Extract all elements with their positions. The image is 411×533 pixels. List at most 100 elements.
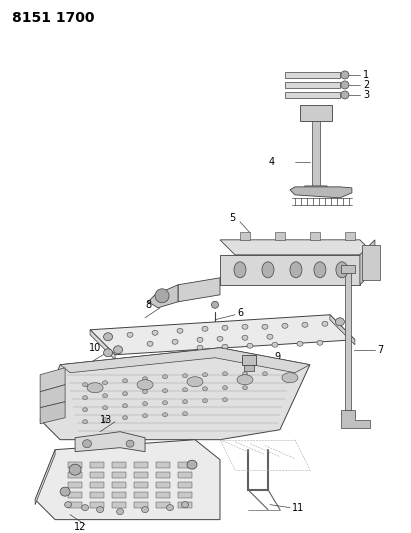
Ellipse shape [336, 262, 348, 278]
Ellipse shape [314, 262, 326, 278]
Polygon shape [35, 440, 220, 520]
Bar [112, 472, 126, 478]
Ellipse shape [187, 377, 203, 387]
Bar [341, 265, 355, 273]
Bar [156, 502, 170, 507]
Bar [134, 491, 148, 498]
Bar [345, 270, 351, 410]
Ellipse shape [143, 377, 148, 381]
Polygon shape [40, 348, 310, 440]
Ellipse shape [83, 395, 88, 400]
Text: 3: 3 [363, 90, 369, 100]
Text: 9: 9 [274, 352, 280, 362]
Bar [90, 462, 104, 467]
Text: 6: 6 [237, 308, 243, 318]
Ellipse shape [212, 301, 219, 308]
Bar [112, 462, 126, 467]
Ellipse shape [222, 372, 227, 376]
Ellipse shape [162, 413, 168, 417]
Text: 4: 4 [269, 157, 275, 167]
Bar [300, 105, 332, 121]
Ellipse shape [247, 343, 253, 348]
Ellipse shape [162, 401, 168, 405]
Ellipse shape [143, 390, 148, 394]
Ellipse shape [222, 398, 227, 402]
Bar [156, 482, 170, 488]
Bar [244, 365, 254, 371]
Polygon shape [290, 187, 352, 198]
Bar [90, 472, 104, 478]
Bar [310, 232, 320, 240]
Ellipse shape [162, 389, 168, 393]
Ellipse shape [203, 387, 208, 391]
Text: 11: 11 [292, 503, 304, 513]
Ellipse shape [267, 334, 273, 340]
Bar [134, 472, 148, 478]
Ellipse shape [122, 403, 127, 408]
Ellipse shape [272, 342, 278, 348]
Ellipse shape [237, 375, 253, 385]
Ellipse shape [302, 322, 308, 327]
Ellipse shape [141, 507, 148, 513]
Ellipse shape [177, 328, 183, 333]
Ellipse shape [104, 349, 113, 357]
Ellipse shape [222, 344, 228, 349]
Ellipse shape [104, 333, 113, 341]
Text: 5: 5 [229, 213, 235, 223]
Polygon shape [40, 402, 65, 424]
Text: 7: 7 [377, 345, 383, 355]
Ellipse shape [137, 379, 153, 390]
Polygon shape [35, 450, 55, 505]
Text: 8: 8 [145, 300, 151, 310]
Bar [134, 462, 148, 467]
Polygon shape [75, 432, 145, 451]
Bar [90, 482, 104, 488]
Polygon shape [302, 186, 330, 190]
Bar [285, 72, 340, 78]
Text: 1: 1 [363, 70, 369, 80]
Ellipse shape [322, 321, 328, 326]
Polygon shape [90, 330, 115, 360]
Ellipse shape [60, 487, 70, 496]
Bar [242, 355, 256, 365]
Bar [178, 482, 192, 488]
Polygon shape [330, 315, 355, 345]
Ellipse shape [182, 374, 187, 378]
Ellipse shape [242, 324, 248, 329]
Bar [178, 462, 192, 467]
Bar [68, 502, 82, 507]
Bar [112, 482, 126, 488]
Ellipse shape [103, 381, 108, 385]
Ellipse shape [152, 330, 158, 335]
Ellipse shape [83, 383, 88, 387]
Ellipse shape [297, 341, 303, 346]
Ellipse shape [103, 394, 108, 398]
Ellipse shape [197, 345, 203, 350]
Bar [178, 502, 192, 507]
Ellipse shape [341, 91, 349, 99]
Ellipse shape [103, 406, 108, 410]
Bar [112, 491, 126, 498]
Bar [112, 502, 126, 507]
Bar [68, 482, 82, 488]
Ellipse shape [113, 346, 122, 354]
Polygon shape [40, 385, 65, 408]
Ellipse shape [122, 392, 127, 395]
Polygon shape [90, 315, 355, 355]
Text: 13: 13 [100, 415, 112, 425]
Bar [156, 491, 170, 498]
Polygon shape [220, 240, 375, 255]
Ellipse shape [262, 262, 274, 278]
Bar [134, 482, 148, 488]
Ellipse shape [166, 505, 173, 511]
Polygon shape [178, 278, 220, 302]
Ellipse shape [187, 460, 197, 469]
Bar [68, 462, 82, 467]
Polygon shape [360, 240, 375, 285]
Bar [156, 462, 170, 467]
Bar [178, 491, 192, 498]
Ellipse shape [234, 262, 246, 278]
Bar [90, 491, 104, 498]
Polygon shape [341, 410, 370, 427]
Polygon shape [148, 285, 178, 308]
